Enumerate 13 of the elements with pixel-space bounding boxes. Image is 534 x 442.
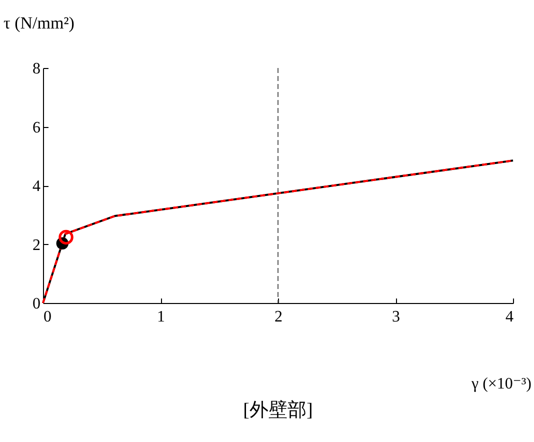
y-tick-label: 6: [32, 119, 40, 136]
x-axis-title: γ (×10⁻³): [470, 376, 532, 392]
x-tick-label: 2: [274, 308, 282, 326]
x-tick-label: 4: [506, 308, 514, 326]
text: [外壁部]: [243, 399, 313, 421]
y-tick-label: 8: [32, 60, 40, 78]
y-tick-label: 0: [32, 296, 40, 312]
y-tick-label: 2: [32, 236, 40, 254]
y-tick-label: 4: [32, 178, 40, 195]
x-tick-label: 3: [392, 308, 400, 326]
x-tick-label: 0: [44, 308, 52, 326]
x-tick-label: 1: [157, 308, 165, 326]
y-axis-title: τ (N/mm²): [4, 14, 74, 32]
